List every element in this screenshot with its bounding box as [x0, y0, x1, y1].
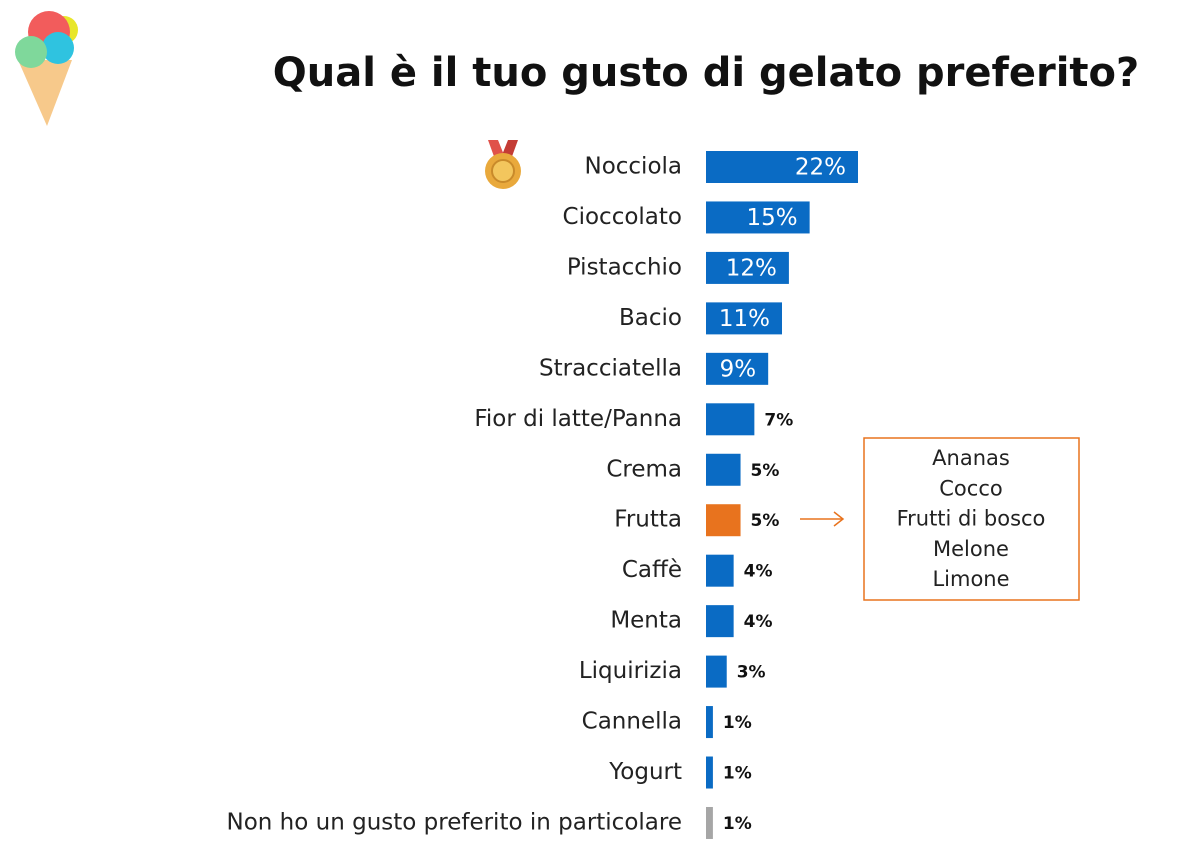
- bar: [706, 352, 769, 385]
- bar: [706, 806, 713, 839]
- bar: [706, 504, 741, 537]
- annotation-item: Frutti di bosco: [897, 507, 1046, 531]
- value-label: 22%: [795, 155, 846, 181]
- value-label: 5%: [751, 461, 780, 481]
- bar: [706, 706, 713, 739]
- category-label: Pistacchio: [567, 254, 682, 280]
- category-label: Crema: [606, 456, 682, 482]
- value-label: 4%: [744, 612, 773, 632]
- category-label: Bacio: [619, 305, 682, 331]
- value-label: 1%: [723, 764, 752, 784]
- annotation-item: Melone: [933, 537, 1009, 561]
- value-label: 12%: [726, 255, 777, 281]
- category-label: Liquirizia: [579, 658, 682, 684]
- category-label: Non ho un gusto preferito in particolare: [227, 809, 683, 835]
- value-label: 7%: [764, 410, 793, 430]
- category-label: Yogurt: [608, 759, 682, 785]
- bar: [706, 201, 810, 234]
- value-label: 5%: [751, 511, 780, 531]
- medal-icon: [485, 140, 521, 189]
- category-label: Stracciatella: [539, 355, 682, 381]
- bar: [706, 302, 782, 335]
- bar: [706, 554, 734, 587]
- bar: [706, 756, 713, 789]
- category-label: Frutta: [614, 507, 682, 533]
- bar: [706, 251, 789, 284]
- annotation-arrow: [800, 511, 845, 527]
- bar: [706, 151, 858, 183]
- category-label: Cannella: [582, 709, 682, 735]
- bar: [706, 655, 727, 688]
- annotation-item: Cocco: [939, 476, 1002, 500]
- chart-title: Qual è il tuo gusto di gelato preferito?: [273, 50, 1139, 96]
- category-label: Caffè: [622, 557, 682, 583]
- value-label: 1%: [723, 713, 752, 733]
- annotation-box: [863, 437, 1080, 601]
- category-label: Menta: [610, 608, 682, 634]
- bar: [706, 403, 755, 436]
- annotation-item: Limone: [932, 567, 1009, 591]
- value-label: 1%: [723, 814, 752, 834]
- value-label: 15%: [747, 205, 798, 231]
- value-label: 9%: [720, 356, 757, 382]
- value-label: 3%: [737, 663, 766, 683]
- category-label: Nocciola: [584, 154, 682, 180]
- category-label: Cioccolato: [563, 204, 682, 230]
- ice-cream-icon: [15, 11, 78, 126]
- annotation-item: Ananas: [932, 446, 1010, 470]
- category-label: Fior di latte/Panna: [474, 406, 682, 432]
- value-label: 4%: [744, 562, 773, 582]
- value-label: 11%: [719, 306, 770, 332]
- bar: [706, 453, 741, 486]
- bar: [706, 605, 734, 638]
